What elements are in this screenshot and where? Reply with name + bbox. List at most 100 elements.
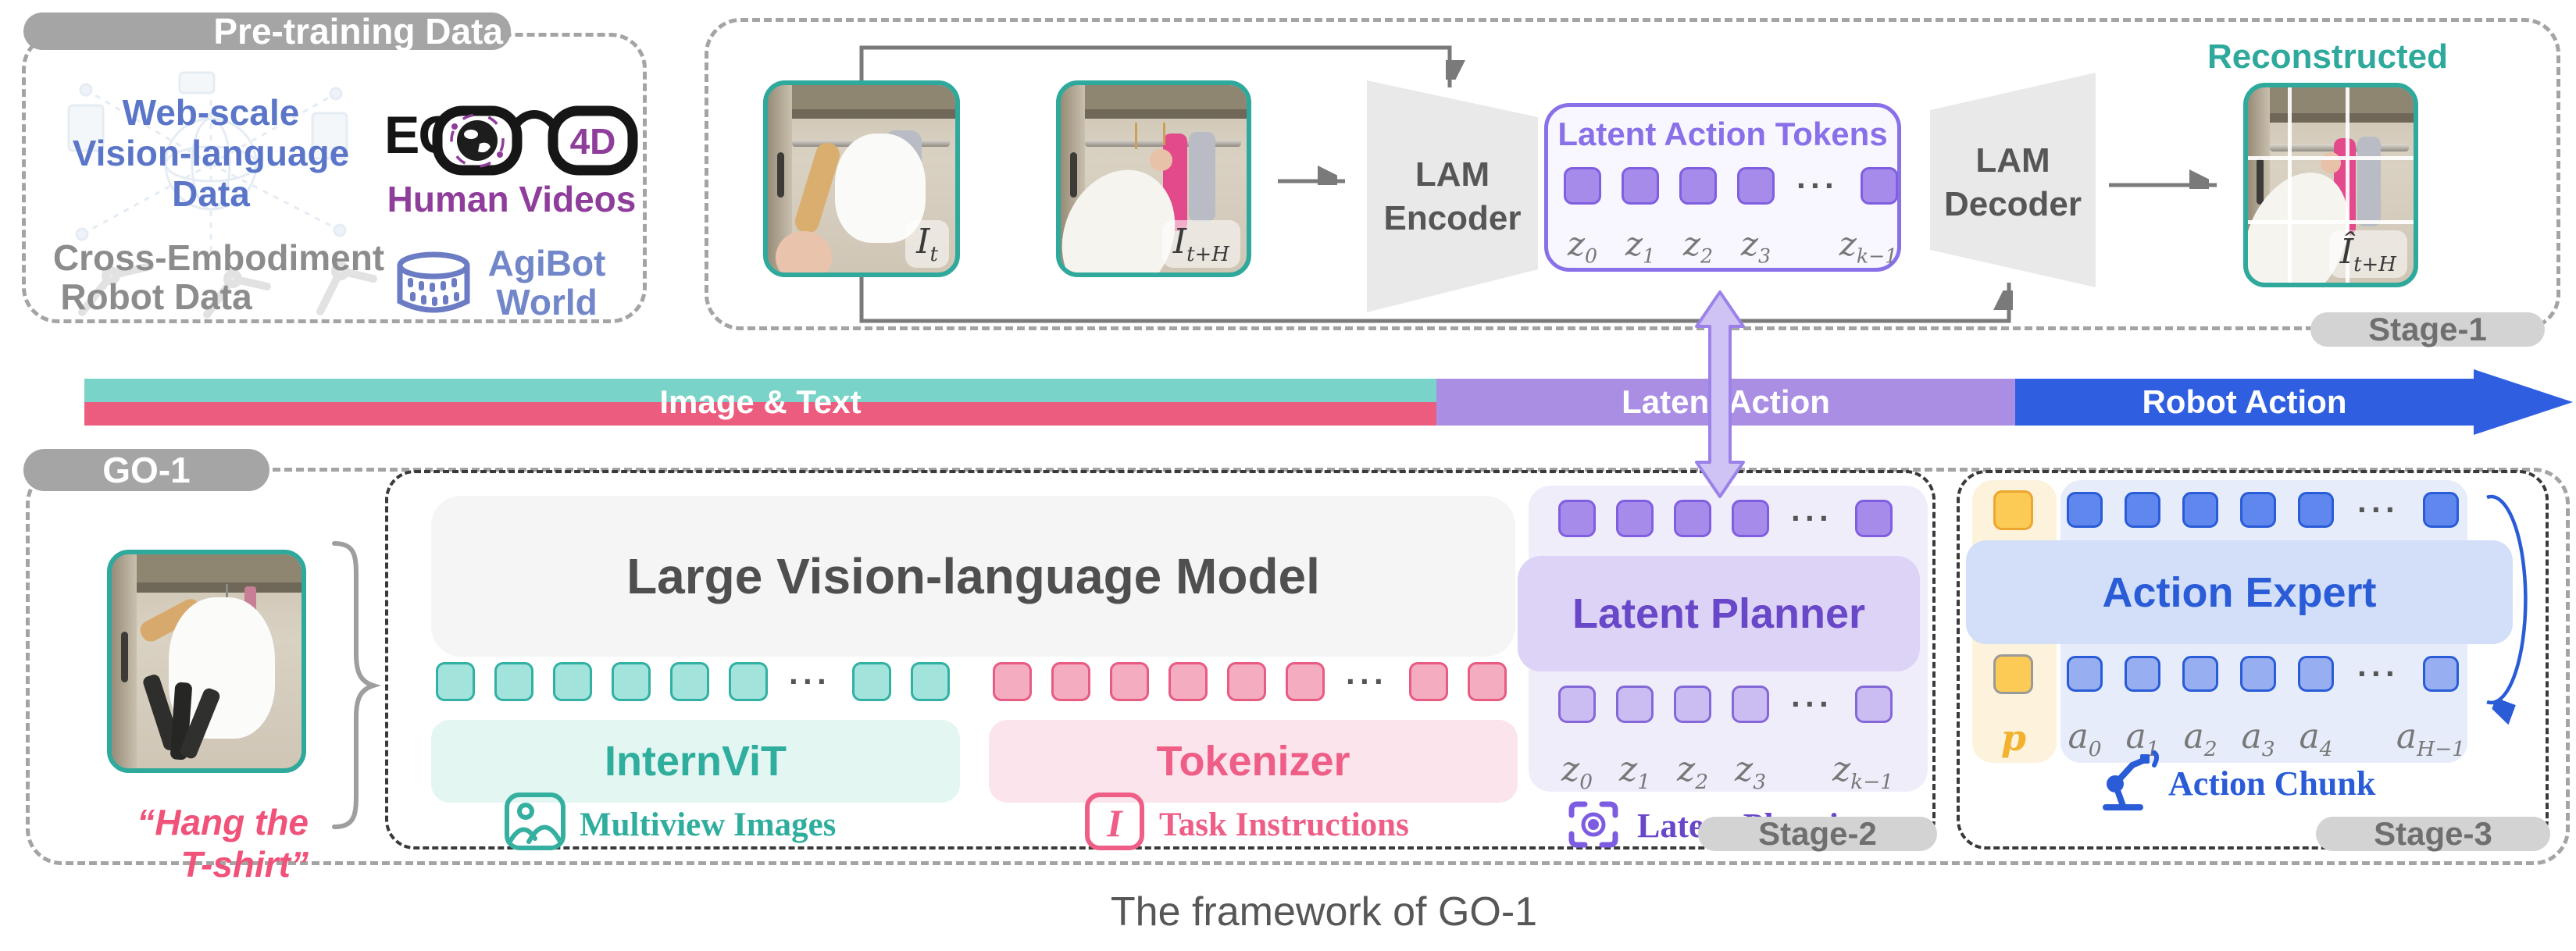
agibot-world-text: AgiBot World	[480, 244, 613, 322]
lam-decoder-line-1: LAM	[1975, 141, 2050, 180]
action-token-light	[2240, 656, 2276, 692]
latent-action-token-row: ···	[1564, 167, 1898, 205]
robot-arms-illustration	[78, 262, 377, 319]
vision-token	[612, 662, 651, 701]
ellipsis: ···	[1346, 663, 1388, 700]
lam-encoder-label: LAM Encoder	[1367, 153, 1538, 240]
latent-token-light	[1732, 686, 1769, 723]
frame-i-t-h-image: It+H	[1056, 80, 1251, 277]
latent-action-tokens-box	[1544, 103, 1901, 272]
ellipsis: ···	[1791, 500, 1833, 536]
instruction-line-1: “Hang the	[137, 802, 309, 842]
grid-line	[2248, 155, 2414, 160]
web-scale-line-1: Web-scale	[122, 92, 300, 133]
lam-decoder-shape	[1930, 73, 2096, 287]
frame-i-t-h-symbol: I	[1172, 222, 1187, 262]
stage3-pill-text: Stage-3	[2374, 815, 2492, 852]
robot-action-arrowhead	[2474, 369, 2573, 435]
latent-action-double-arrow	[1695, 290, 1745, 498]
a1-label: a1	[2125, 717, 2160, 761]
wardrobe-handle	[121, 631, 129, 683]
gray-garment	[1189, 132, 1215, 223]
multiview-images-label: Multiview Images	[580, 807, 837, 843]
latent-token	[1732, 500, 1769, 537]
wardrobe-handle	[777, 152, 784, 198]
flow-bar-image-text-label: Image & Text	[659, 383, 862, 420]
agibot-line-2: World	[496, 282, 598, 322]
wardrobe-shelf	[112, 582, 301, 593]
action-token	[2422, 492, 2459, 528]
latent-token	[1564, 167, 1601, 205]
z1-label: z1	[1625, 225, 1656, 268]
task-instructions-label: Task Instructions	[1159, 807, 1409, 843]
observation-image	[107, 550, 306, 773]
vision-token	[436, 662, 475, 701]
stage1-box	[705, 18, 2560, 330]
action-token-light	[2422, 656, 2459, 692]
action-chunk-label: Action Chunk	[2168, 764, 2376, 803]
ellipsis: ···	[1791, 686, 1833, 722]
wardrobe-top	[768, 85, 955, 110]
wardrobe-handle	[1069, 152, 1077, 198]
action-token	[2240, 492, 2276, 528]
instruction-line-2: T-shirt”	[180, 844, 309, 885]
latent-planner-box: Latent Planner	[1518, 556, 1920, 671]
stage2-pill: Stage-2	[1698, 815, 1937, 852]
action-token	[2067, 492, 2103, 528]
vision-token-row: ···	[436, 662, 950, 701]
a2-label: a2	[2183, 717, 2217, 761]
hand	[1150, 148, 1172, 172]
hanger-hook	[1135, 123, 1138, 149]
human-videos-text: Human Videos	[387, 179, 637, 219]
ellipsis: ···	[789, 663, 831, 700]
task-instruction-text: “Hang the T-shirt”	[74, 801, 309, 885]
wardrobe-handle	[2256, 158, 2264, 205]
wardrobe-top	[2248, 87, 2414, 113]
z2-label: z2	[1682, 225, 1714, 268]
latent-token	[1558, 500, 1596, 537]
ego4d-glasses-icon: 4D	[432, 105, 638, 176]
ellipsis: ···	[1796, 167, 1839, 204]
cross-embodiment-line-2: Robot Data	[60, 276, 252, 317]
action-token-light	[2182, 656, 2218, 692]
frame-i-t-subscript: t	[929, 243, 938, 266]
grid-line	[2248, 220, 2414, 224]
lam-decoder-label: LAM Decoder	[1930, 139, 2096, 226]
task-instructions-icon: I	[1085, 792, 1144, 850]
frame-i-t-h-subscript: t+H	[1186, 243, 1229, 266]
action-chunk-robot-icon	[2103, 750, 2159, 810]
hand	[775, 231, 832, 272]
vision-token	[670, 662, 709, 701]
web-network-illustration	[67, 71, 348, 254]
stage1-pill: Stage-1	[2310, 311, 2545, 347]
z3-label: z3	[1735, 750, 1766, 794]
latent-token-light	[1616, 686, 1654, 723]
lam-encoder-line-2: Encoder	[1383, 199, 1522, 237]
latent-token	[1854, 500, 1893, 537]
latent-token-light	[1854, 686, 1893, 723]
text-token	[1227, 662, 1266, 701]
reconstructed-image: Ît+H	[2243, 83, 2418, 287]
go1-label: GO-1	[23, 449, 269, 491]
text-token	[1286, 662, 1325, 701]
action-loop-arrow	[2486, 494, 2528, 719]
latent-planning-icon	[1568, 801, 1618, 848]
frame-i-t-label: It	[905, 220, 949, 268]
stage3-pill: Stage-3	[2316, 815, 2550, 852]
wardrobe-shelf	[1061, 109, 1247, 119]
text-token	[1408, 662, 1448, 701]
planner-output-token-row: ···	[1558, 686, 1893, 723]
text-token	[1110, 662, 1149, 701]
task-icon-glyph: I	[1106, 801, 1123, 845]
latent-token-light	[1558, 686, 1596, 723]
hanger-hook	[1162, 123, 1165, 145]
latent-token	[1737, 167, 1775, 205]
ego4d-4d-text: 4D	[570, 121, 616, 162]
latent-token	[1860, 167, 1898, 205]
input-brace	[332, 541, 382, 829]
zk1-label: zk−1	[1832, 750, 1894, 794]
wardrobe-shelf	[2248, 112, 2414, 123]
web-scale-data-text: Web-scale Vision-language Data	[47, 92, 375, 214]
latent-token	[1674, 500, 1711, 537]
